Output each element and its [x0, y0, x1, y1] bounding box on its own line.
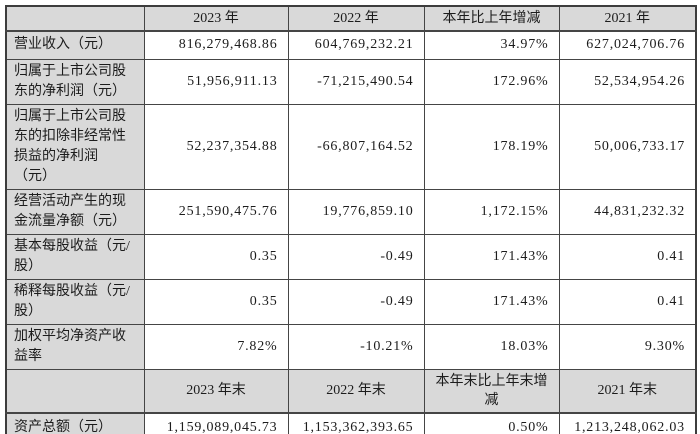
column-header-2023: 2023 年 — [143, 5, 289, 32]
table-row-total-assets: 资产总额（元） 1,159,089,045.73 1,153,362,393.6… — [5, 412, 697, 434]
column-header-2021: 2021 年 — [558, 5, 697, 32]
cell-value: 1,172.15% — [423, 188, 560, 235]
cell-value: 0.41 — [558, 278, 697, 325]
column-header-yoy-change: 本年比上年增减 — [423, 5, 560, 32]
cell-value: 172.96% — [423, 58, 560, 105]
column-header-2021-eoy: 2021 年末 — [558, 368, 697, 414]
cell-value: -66,807,164.52 — [287, 103, 425, 190]
column-header-2022-eoy: 2022 年末 — [287, 368, 425, 414]
table-row-weighted-avg-roe: 加权平均净资产收益率 7.82% -10.21% 18.03% 9.30% — [5, 323, 697, 370]
row-label: 归属于上市公司股东的净利润（元） — [5, 58, 145, 105]
annual-header-row: 2023 年 2022 年 本年比上年增减 2021 年 — [5, 5, 697, 32]
cell-value: 627,024,706.76 — [558, 30, 697, 60]
row-label: 经营活动产生的现金流量净额（元） — [5, 188, 145, 235]
table-row-operating-cash-flow: 经营活动产生的现金流量净额（元） 251,590,475.76 19,776,8… — [5, 188, 697, 235]
corner-cell — [5, 5, 145, 32]
table-row-diluted-eps: 稀释每股收益（元/股） 0.35 -0.49 171.43% 0.41 — [5, 278, 697, 325]
column-header-eoy-change: 本年末比上年末增减 — [423, 368, 560, 414]
cell-value: 44,831,232.32 — [558, 188, 697, 235]
corner-cell — [5, 368, 145, 414]
cell-value: -0.49 — [287, 233, 425, 280]
cell-value: -0.49 — [287, 278, 425, 325]
financial-summary-table: 2023 年 2022 年 本年比上年增减 2021 年 营业收入（元） 816… — [5, 5, 697, 434]
cell-value: 18.03% — [423, 323, 560, 370]
cell-value: 50,006,733.17 — [558, 103, 697, 190]
cell-value: 178.19% — [423, 103, 560, 190]
cell-value: 171.43% — [423, 233, 560, 280]
cell-value: 816,279,468.86 — [143, 30, 289, 60]
row-label: 资产总额（元） — [5, 412, 145, 434]
row-label: 营业收入（元） — [5, 30, 145, 60]
cell-value: 52,237,354.88 — [143, 103, 289, 190]
cell-value: 0.41 — [558, 233, 697, 280]
row-label: 基本每股收益（元/股） — [5, 233, 145, 280]
cell-value: -71,215,490.54 — [287, 58, 425, 105]
cell-value: 19,776,859.10 — [287, 188, 425, 235]
row-label: 加权平均净资产收益率 — [5, 323, 145, 370]
cell-value: 52,534,954.26 — [558, 58, 697, 105]
column-header-2023-eoy: 2023 年末 — [143, 368, 289, 414]
row-label: 归属于上市公司股东的扣除非经常性损益的净利润（元） — [5, 103, 145, 190]
cell-value: 251,590,475.76 — [143, 188, 289, 235]
cell-value: -10.21% — [287, 323, 425, 370]
end-of-year-header-row: 2023 年末 2022 年末 本年末比上年末增减 2021 年末 — [5, 368, 697, 414]
table-row-revenue: 营业收入（元） 816,279,468.86 604,769,232.21 34… — [5, 30, 697, 60]
cell-value: 0.50% — [423, 412, 560, 434]
cell-value: 1,213,248,062.03 — [558, 412, 697, 434]
cell-value: 171.43% — [423, 278, 560, 325]
column-header-2022: 2022 年 — [287, 5, 425, 32]
cell-value: 1,153,362,393.65 — [287, 412, 425, 434]
cell-value: 0.35 — [143, 278, 289, 325]
row-label: 稀释每股收益（元/股） — [5, 278, 145, 325]
table-row-net-profit-excl-nonrecurring: 归属于上市公司股东的扣除非经常性损益的净利润（元） 52,237,354.88 … — [5, 103, 697, 190]
table-row-basic-eps: 基本每股收益（元/股） 0.35 -0.49 171.43% 0.41 — [5, 233, 697, 280]
table-row-net-profit: 归属于上市公司股东的净利润（元） 51,956,911.13 -71,215,4… — [5, 58, 697, 105]
cell-value: 51,956,911.13 — [143, 58, 289, 105]
cell-value: 7.82% — [143, 323, 289, 370]
cell-value: 1,159,089,045.73 — [143, 412, 289, 434]
cell-value: 0.35 — [143, 233, 289, 280]
cell-value: 34.97% — [423, 30, 560, 60]
cell-value: 9.30% — [558, 323, 697, 370]
cell-value: 604,769,232.21 — [287, 30, 425, 60]
